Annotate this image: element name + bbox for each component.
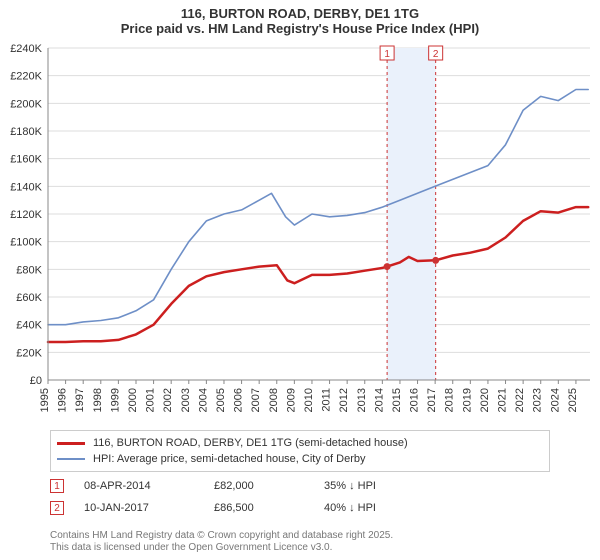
svg-text:£200K: £200K [10, 98, 42, 110]
svg-text:2023: 2023 [532, 388, 544, 412]
svg-text:£20K: £20K [16, 347, 42, 359]
svg-text:£0: £0 [30, 375, 42, 387]
svg-text:1995: 1995 [39, 388, 51, 412]
svg-text:1996: 1996 [57, 388, 69, 412]
svg-text:2009: 2009 [285, 388, 297, 412]
legend-swatch [57, 442, 85, 445]
chart-area: £0 £20K £40K £60K £80K £100K £120K £140K £160K £1… [0, 40, 600, 420]
svg-text:2014: 2014 [373, 388, 385, 412]
legend-swatch [57, 458, 85, 460]
event-price: £86,500 [214, 502, 324, 514]
svg-text:1: 1 [384, 49, 390, 60]
svg-text:2001: 2001 [145, 388, 157, 412]
svg-text:2010: 2010 [303, 388, 315, 412]
svg-text:2003: 2003 [180, 388, 192, 412]
svg-text:1997: 1997 [74, 388, 86, 412]
title-address: 116, BURTON ROAD, DERBY, DE1 1TG [0, 6, 600, 21]
svg-text:2000: 2000 [127, 388, 139, 412]
svg-text:2024: 2024 [549, 388, 561, 412]
svg-text:2007: 2007 [250, 388, 262, 412]
svg-text:2018: 2018 [444, 388, 456, 412]
legend-item-price-paid: 116, BURTON ROAD, DERBY, DE1 1TG (semi-d… [57, 435, 543, 451]
svg-text:£140K: £140K [10, 181, 42, 193]
svg-text:2011: 2011 [321, 388, 333, 412]
event-badge: 2 [50, 501, 64, 515]
event-date: 08-APR-2014 [84, 480, 214, 492]
event-badge: 1 [50, 479, 64, 493]
event-row: 1 08-APR-2014 £82,000 35% ↓ HPI [50, 476, 570, 496]
svg-text:2015: 2015 [391, 388, 403, 412]
svg-text:£240K: £240K [10, 43, 42, 55]
svg-text:2006: 2006 [233, 388, 245, 412]
svg-text:2022: 2022 [514, 388, 526, 412]
svg-text:2020: 2020 [479, 388, 491, 412]
legend: 116, BURTON ROAD, DERBY, DE1 1TG (semi-d… [50, 430, 550, 472]
svg-text:£120K: £120K [10, 209, 42, 221]
svg-text:2019: 2019 [461, 388, 473, 412]
svg-text:£80K: £80K [16, 264, 42, 276]
svg-text:£100K: £100K [10, 237, 42, 249]
event-delta: 35% ↓ HPI [324, 480, 376, 492]
svg-text:2004: 2004 [197, 388, 209, 412]
attribution-line: Contains HM Land Registry data © Crown c… [50, 530, 393, 542]
svg-text:2005: 2005 [215, 388, 227, 412]
svg-text:1998: 1998 [92, 388, 104, 412]
svg-text:1999: 1999 [109, 388, 121, 412]
title-subtitle: Price paid vs. HM Land Registry's House … [0, 21, 600, 36]
svg-text:2017: 2017 [426, 388, 438, 412]
event-date: 10-JAN-2017 [84, 502, 214, 514]
svg-text:£60K: £60K [16, 292, 42, 304]
event-row: 2 10-JAN-2017 £86,500 40% ↓ HPI [50, 498, 570, 518]
event-price: £82,000 [214, 480, 324, 492]
legend-item-hpi: HPI: Average price, semi-detached house,… [57, 451, 543, 467]
svg-text:2: 2 [433, 49, 439, 60]
legend-label: HPI: Average price, semi-detached house,… [93, 453, 366, 465]
svg-text:2008: 2008 [268, 388, 280, 412]
svg-text:£40K: £40K [16, 320, 42, 332]
svg-text:2021: 2021 [497, 388, 509, 412]
svg-text:£160K: £160K [10, 154, 42, 166]
attribution-line: This data is licensed under the Open Gov… [50, 542, 393, 554]
chart-svg: £0 £20K £40K £60K £80K £100K £120K £140K £160K £1… [0, 40, 600, 420]
svg-text:2016: 2016 [409, 388, 421, 412]
event-delta: 40% ↓ HPI [324, 502, 376, 514]
event-list: 1 08-APR-2014 £82,000 35% ↓ HPI 2 10-JAN… [50, 476, 570, 520]
svg-text:2012: 2012 [338, 388, 350, 412]
chart-titles: 116, BURTON ROAD, DERBY, DE1 1TG Price p… [0, 0, 600, 36]
svg-text:£180K: £180K [10, 126, 42, 138]
svg-text:£220K: £220K [10, 71, 42, 83]
attribution: Contains HM Land Registry data © Crown c… [50, 530, 393, 554]
svg-text:2013: 2013 [356, 388, 368, 412]
legend-label: 116, BURTON ROAD, DERBY, DE1 1TG (semi-d… [93, 437, 408, 449]
svg-text:2002: 2002 [162, 388, 174, 412]
svg-text:2025: 2025 [567, 388, 579, 412]
